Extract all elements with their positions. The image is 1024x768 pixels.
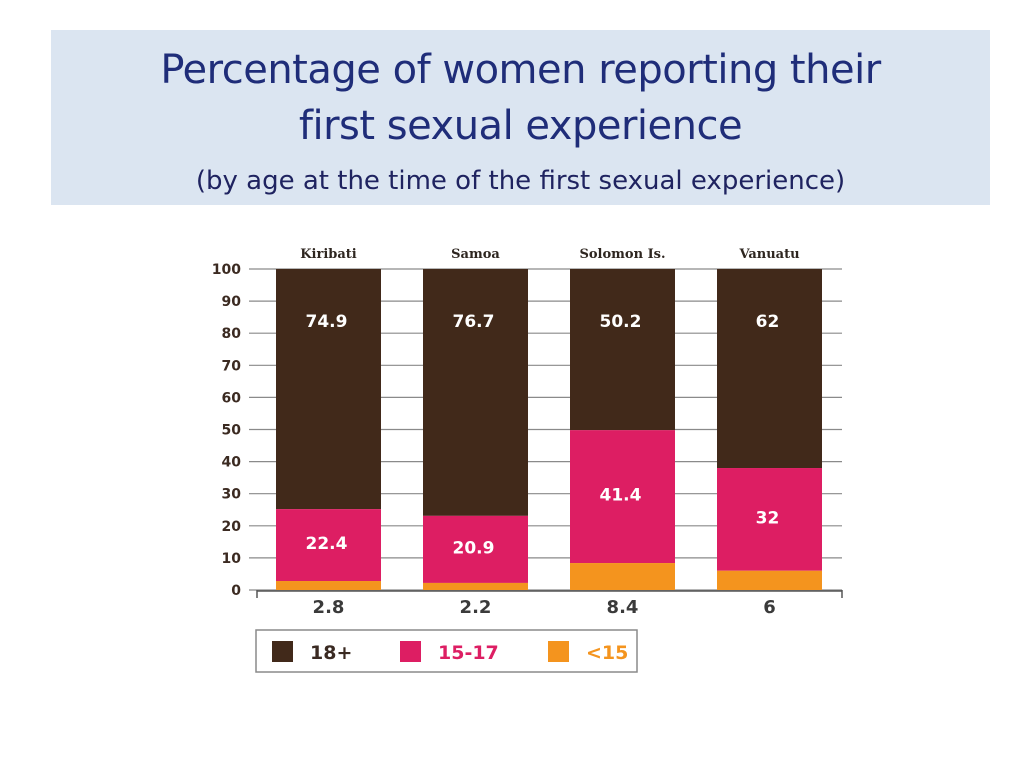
bar-segment-under-15 bbox=[570, 563, 675, 590]
data-label-18-plus: 74.9 bbox=[306, 312, 348, 332]
data-label-under-15: 2.8 bbox=[313, 597, 345, 618]
y-tick-label: 70 bbox=[222, 358, 242, 374]
legend-swatch bbox=[272, 641, 293, 662]
data-label-15-17: 22.4 bbox=[306, 534, 348, 554]
category-label: Samoa bbox=[451, 247, 500, 262]
legend-swatch bbox=[548, 641, 569, 662]
legend-box bbox=[255, 629, 638, 673]
y-tick-label: 60 bbox=[222, 390, 242, 406]
legend: 18+ 15-17 <15 bbox=[255, 629, 638, 673]
legend-label: <15 bbox=[586, 642, 628, 664]
data-label-under-15: 6 bbox=[763, 597, 776, 618]
bar-segment-18-plus bbox=[717, 269, 822, 469]
title-band: Percentage of women reporting their firs… bbox=[51, 30, 990, 205]
category-label: Vanuatu bbox=[738, 247, 799, 262]
y-tick-label: 80 bbox=[222, 326, 242, 342]
y-axis: 0 10 20 30 40 50 60 70 80 90 100 bbox=[212, 262, 843, 599]
data-label-under-15: 8.4 bbox=[607, 597, 639, 618]
page-title-line-1: Percentage of women reporting their bbox=[160, 47, 881, 93]
y-tick-label: 30 bbox=[222, 487, 242, 503]
legend-swatch bbox=[400, 641, 421, 662]
legend-label: 15-17 bbox=[438, 642, 499, 664]
bar-segment-15-17 bbox=[717, 468, 822, 571]
category-label: Kiribati bbox=[300, 247, 357, 262]
data-label-18-plus: 50.2 bbox=[600, 312, 642, 332]
bars bbox=[276, 269, 822, 590]
bar-segment-under-15 bbox=[423, 582, 528, 590]
y-tick-label: 20 bbox=[222, 519, 242, 535]
data-label-under-15: 2.2 bbox=[460, 597, 492, 618]
bar-segment-18-plus bbox=[423, 269, 528, 516]
data-label-15-17: 32 bbox=[756, 508, 780, 528]
bar-segment-under-15 bbox=[717, 570, 822, 590]
labels: Kiribati 74.9 22.4 2.8 Samoa 76.7 20.9 2.2 Solom… bbox=[300, 247, 799, 618]
bar-segment-18-plus bbox=[276, 269, 381, 510]
data-label-18-plus: 76.7 bbox=[453, 312, 495, 332]
y-tick-label: 50 bbox=[222, 423, 242, 439]
y-tick-label: 90 bbox=[222, 294, 242, 310]
y-tick-label: 0 bbox=[231, 583, 241, 599]
y-tick-label: 10 bbox=[222, 551, 242, 567]
page-subtitle: (by age at the time of the first sexual … bbox=[195, 166, 846, 196]
category-label: Solomon Is. bbox=[580, 247, 666, 262]
y-tick-label: 40 bbox=[222, 455, 242, 471]
data-label-15-17: 20.9 bbox=[453, 538, 495, 558]
legend-label: 18+ bbox=[310, 642, 352, 664]
data-label-18-plus: 62 bbox=[756, 312, 780, 332]
bar-segment-15-17 bbox=[423, 515, 528, 583]
page-title-line-2: first sexual experience bbox=[298, 103, 743, 149]
bar-segment-under-15 bbox=[276, 581, 381, 590]
bar-segment-15-17 bbox=[276, 509, 381, 582]
data-label-15-17: 41.4 bbox=[600, 486, 642, 506]
bar-segment-15-17 bbox=[570, 430, 675, 564]
bar-segment-18-plus bbox=[570, 269, 675, 431]
y-tick-label: 100 bbox=[212, 262, 241, 278]
